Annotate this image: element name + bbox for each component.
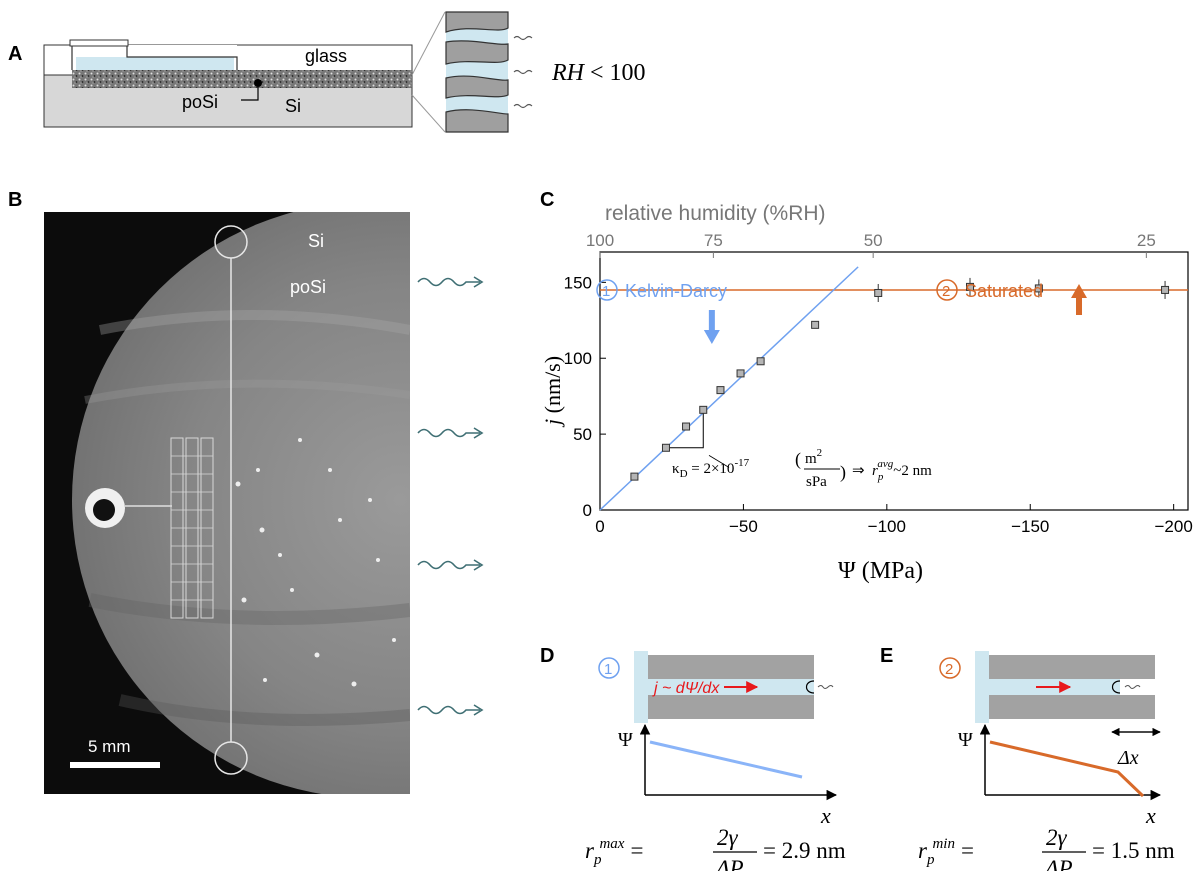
top-tick-label: 25 bbox=[1137, 231, 1156, 250]
svg-text:1: 1 bbox=[602, 283, 610, 300]
svg-text:1: 1 bbox=[604, 661, 612, 678]
rmin-denominator: ΔP bbox=[1044, 856, 1073, 871]
rmax-denominator: ΔP bbox=[715, 856, 744, 871]
x-label-e: x bbox=[1145, 803, 1156, 828]
saturated-arrow bbox=[1071, 284, 1088, 315]
rh-condition: RH < 100 bbox=[551, 60, 646, 86]
pore-schematic-d bbox=[634, 651, 834, 723]
panel-label-b: B bbox=[8, 189, 22, 211]
data-point bbox=[736, 369, 745, 378]
top-tick-label: 100 bbox=[586, 231, 614, 250]
chart-plot: 0 −50 −100 −150 −200 0 50 100 150 100 75 50 25 bbox=[564, 231, 1193, 536]
x-axis-label: Ψ (MPa) bbox=[838, 558, 923, 584]
svg-text:sPa: sPa bbox=[806, 474, 827, 490]
x-tick-label: 0 bbox=[595, 517, 604, 536]
psi-label-d: Ψ bbox=[618, 729, 633, 751]
kelvin-darcy-label: Kelvin-Darcy bbox=[625, 281, 727, 301]
psi-label-e: Ψ bbox=[958, 729, 973, 751]
plot-frame bbox=[599, 251, 1189, 511]
data-point bbox=[966, 282, 975, 291]
svg-text:m2: m2 bbox=[805, 447, 822, 467]
x-tick-label: −150 bbox=[1011, 517, 1049, 536]
profile-axes-e bbox=[979, 723, 1162, 801]
y-tick-label: 150 bbox=[564, 273, 592, 292]
data-point bbox=[811, 320, 820, 329]
circle-2-e: 2 bbox=[939, 657, 961, 679]
rmax-formula: rpmax = bbox=[585, 836, 643, 868]
svg-text:): ) bbox=[840, 462, 846, 483]
data-point bbox=[874, 288, 883, 297]
permeability-annotation: κD = 2×10-17 ( m2 sPa ) ⇒ rpavg~2 nm bbox=[672, 447, 932, 490]
slope-triangle bbox=[665, 412, 704, 449]
psi-profile-linear bbox=[649, 740, 803, 779]
rmax-numerator: 2γ bbox=[717, 825, 739, 850]
svg-text:rpavg~2 nm: rpavg~2 nm bbox=[872, 458, 932, 483]
svg-text:κD = 2×10-17: κD = 2×10-17 bbox=[672, 457, 750, 480]
profile-axes-d bbox=[639, 723, 838, 801]
saturated-tag: 2 Saturated bbox=[936, 279, 1043, 301]
x-tick-label: −100 bbox=[868, 517, 906, 536]
annotation-pointer bbox=[708, 455, 730, 468]
svg-text:⇒: ⇒ bbox=[852, 463, 865, 479]
label-si-b: Si bbox=[308, 231, 324, 251]
kelvin-darcy-arrow bbox=[703, 310, 720, 344]
label-si-a: Si bbox=[285, 96, 301, 116]
device-cross-section bbox=[43, 39, 413, 128]
rmin-value: = 1.5 nm bbox=[1092, 838, 1175, 863]
data-point bbox=[1034, 284, 1043, 293]
top-tick-label: 50 bbox=[864, 231, 883, 250]
panel-label-e: E bbox=[880, 645, 893, 667]
x-tick-label: −200 bbox=[1155, 517, 1193, 536]
data-point bbox=[630, 472, 639, 481]
saturated-label: Saturated bbox=[965, 281, 1043, 301]
panel-label-d: D bbox=[540, 645, 554, 667]
data-point bbox=[716, 386, 725, 395]
vapor-squiggles-a bbox=[513, 35, 533, 109]
rmax-value: = 2.9 nm bbox=[763, 838, 846, 863]
panel-label-c: C bbox=[540, 189, 554, 211]
label-posi-b: poSi bbox=[290, 277, 326, 297]
rmin-numerator: 2γ bbox=[1046, 825, 1068, 850]
y-tick-label: 50 bbox=[573, 425, 592, 444]
psi-profile-kinked bbox=[989, 740, 1145, 798]
svg-text:2: 2 bbox=[942, 283, 950, 300]
scale-bar-label: 5 mm bbox=[88, 737, 131, 756]
kelvin-darcy-line bbox=[599, 266, 859, 511]
top-axis-label: relative humidity (%RH) bbox=[605, 202, 826, 225]
flux-label: j ~ dΨ/dx bbox=[652, 680, 720, 697]
label-glass: glass bbox=[305, 46, 347, 66]
x-tick-label: −50 bbox=[729, 517, 758, 536]
data-point bbox=[699, 405, 708, 414]
y-axis-label: j (nm/s) bbox=[540, 356, 565, 428]
x-label-d: x bbox=[820, 803, 831, 828]
vapor-arrows-b bbox=[417, 276, 484, 716]
kelvin-darcy-tag: 1 Kelvin-Darcy bbox=[596, 279, 727, 301]
rmin-formula: rpmin = bbox=[918, 836, 974, 868]
panel-label-a: A bbox=[8, 43, 22, 65]
top-tick-label: 75 bbox=[704, 231, 723, 250]
svg-text:2: 2 bbox=[945, 661, 953, 678]
pore-schematic-e bbox=[975, 651, 1161, 737]
svg-text:(: ( bbox=[795, 449, 801, 470]
wafer-photo bbox=[44, 212, 410, 794]
data-point bbox=[661, 443, 670, 452]
data-point bbox=[682, 422, 691, 431]
dx-label: Δx bbox=[1117, 747, 1139, 769]
zoom-lines bbox=[411, 11, 446, 133]
label-posi-a: poSi bbox=[182, 92, 218, 112]
data-point bbox=[1161, 285, 1170, 294]
circle-1-d: 1 bbox=[598, 657, 620, 679]
y-tick-label: 0 bbox=[583, 501, 592, 520]
data-point bbox=[756, 357, 765, 366]
y-tick-label: 100 bbox=[564, 349, 592, 368]
pore-zoom-inset bbox=[445, 11, 509, 133]
